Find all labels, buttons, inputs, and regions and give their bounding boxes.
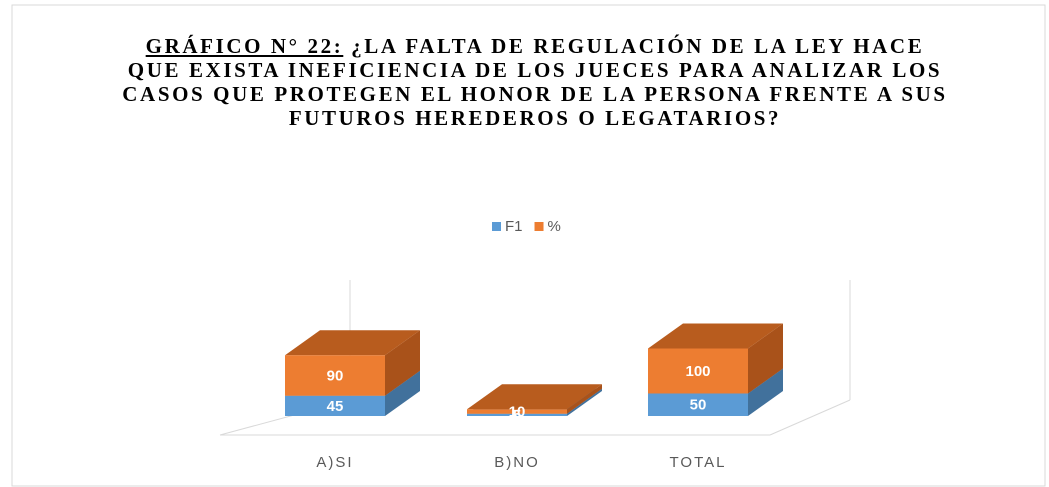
bar-top [467, 384, 602, 410]
bar-side [748, 323, 783, 394]
bar-segment [467, 384, 602, 414]
chart-border [11, 4, 1046, 487]
x-tick-label: TOTAL [670, 454, 727, 471]
bar-front [467, 413, 567, 416]
bar-side [567, 384, 602, 414]
bar-top [285, 330, 420, 356]
legend-swatch [492, 222, 501, 231]
bar-front [648, 393, 748, 416]
data-label: 10 [509, 403, 526, 420]
chart-title: GRÁFICO N° 22: ¿LA FALTA DE REGULACIÓN D… [120, 34, 950, 130]
bar-front [285, 395, 385, 416]
x-tick-label: B)NO [494, 454, 540, 471]
data-label: 45 [327, 398, 344, 415]
bar-side [385, 370, 420, 416]
bar-segment [285, 330, 420, 396]
data-label: 50 [690, 397, 707, 414]
title-part: ¿LA FALTA DE REGULACIÓN DE LA LEY HACE Q… [122, 34, 948, 130]
bar-side [748, 368, 783, 416]
bar-segment [648, 323, 783, 394]
x-tick-label: A)SI [316, 454, 353, 471]
legend-label: F1 [505, 218, 523, 235]
data-label: 5 [513, 407, 521, 424]
bar-front [285, 355, 385, 396]
bar-front [648, 348, 748, 394]
data-label: 100 [685, 363, 710, 380]
bar-side [385, 330, 420, 396]
data-label: 90 [327, 367, 344, 384]
legend-swatch [534, 222, 544, 231]
legend-label: % [548, 218, 561, 235]
title-part: GRÁFICO N° 22: [145, 34, 344, 58]
bar-side [567, 388, 602, 416]
bar-top [648, 323, 783, 349]
bar-front [467, 409, 567, 414]
